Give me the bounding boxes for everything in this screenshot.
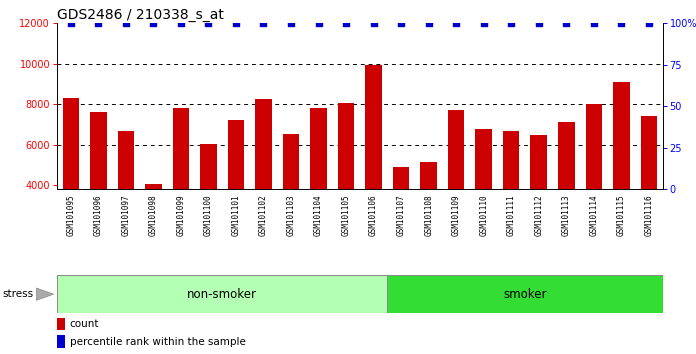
Bar bbox=[228, 120, 244, 267]
Bar bbox=[57, 318, 65, 330]
Point bbox=[230, 20, 242, 26]
Point bbox=[395, 20, 406, 26]
Text: GSM101115: GSM101115 bbox=[617, 194, 626, 236]
Bar bbox=[558, 122, 574, 267]
Text: GSM101099: GSM101099 bbox=[176, 194, 185, 236]
Text: percentile rank within the sample: percentile rank within the sample bbox=[70, 337, 246, 347]
Bar bbox=[57, 275, 388, 313]
Point bbox=[148, 20, 159, 26]
Text: GSM101116: GSM101116 bbox=[644, 194, 654, 236]
Point bbox=[65, 20, 77, 26]
Text: GSM101097: GSM101097 bbox=[121, 194, 130, 236]
Bar bbox=[448, 110, 464, 267]
Text: GSM101098: GSM101098 bbox=[149, 194, 158, 236]
Bar bbox=[310, 108, 327, 267]
Bar bbox=[118, 131, 134, 267]
Point bbox=[120, 20, 132, 26]
Point bbox=[423, 20, 434, 26]
Bar bbox=[475, 129, 492, 267]
Bar bbox=[200, 144, 216, 267]
Point bbox=[340, 20, 351, 26]
Point bbox=[533, 20, 544, 26]
Text: GSM101112: GSM101112 bbox=[535, 194, 544, 236]
Text: GSM101105: GSM101105 bbox=[342, 194, 351, 236]
Point bbox=[616, 20, 627, 26]
Text: GSM101104: GSM101104 bbox=[314, 194, 323, 236]
Text: non-smoker: non-smoker bbox=[187, 288, 258, 301]
Text: GDS2486 / 210338_s_at: GDS2486 / 210338_s_at bbox=[57, 8, 224, 22]
Text: smoker: smoker bbox=[503, 288, 547, 301]
Text: GSM101108: GSM101108 bbox=[424, 194, 433, 236]
Bar bbox=[530, 135, 547, 267]
Bar bbox=[640, 116, 657, 267]
Bar bbox=[420, 162, 437, 267]
Point bbox=[561, 20, 572, 26]
Text: GSM101096: GSM101096 bbox=[94, 194, 103, 236]
Point bbox=[313, 20, 324, 26]
Bar bbox=[393, 167, 409, 267]
Point bbox=[478, 20, 489, 26]
Bar bbox=[145, 184, 161, 267]
Text: GSM101113: GSM101113 bbox=[562, 194, 571, 236]
Text: GSM101110: GSM101110 bbox=[479, 194, 488, 236]
Point bbox=[203, 20, 214, 26]
Bar bbox=[365, 65, 382, 267]
Bar bbox=[63, 98, 79, 267]
Point bbox=[643, 20, 654, 26]
Text: GSM101095: GSM101095 bbox=[66, 194, 75, 236]
Bar bbox=[173, 108, 189, 267]
Text: GSM101107: GSM101107 bbox=[397, 194, 406, 236]
Bar bbox=[503, 131, 519, 267]
Text: stress: stress bbox=[2, 289, 33, 299]
Point bbox=[175, 20, 187, 26]
Point bbox=[285, 20, 296, 26]
Text: GSM101100: GSM101100 bbox=[204, 194, 213, 236]
Point bbox=[258, 20, 269, 26]
Text: GSM101101: GSM101101 bbox=[232, 194, 241, 236]
Bar bbox=[283, 133, 299, 267]
Text: count: count bbox=[70, 319, 100, 329]
Bar bbox=[255, 99, 271, 267]
Polygon shape bbox=[36, 288, 54, 300]
Point bbox=[368, 20, 379, 26]
Bar bbox=[388, 275, 663, 313]
Bar bbox=[57, 335, 65, 348]
Point bbox=[588, 20, 599, 26]
Text: GSM101111: GSM101111 bbox=[507, 194, 516, 236]
Bar bbox=[585, 104, 602, 267]
Text: GSM101109: GSM101109 bbox=[452, 194, 461, 236]
Text: GSM101114: GSM101114 bbox=[590, 194, 599, 236]
Bar bbox=[613, 82, 630, 267]
Bar bbox=[338, 103, 354, 267]
Bar bbox=[90, 112, 106, 267]
Point bbox=[505, 20, 516, 26]
Point bbox=[450, 20, 461, 26]
Text: GSM101103: GSM101103 bbox=[287, 194, 296, 236]
Point bbox=[93, 20, 104, 26]
Text: GSM101106: GSM101106 bbox=[369, 194, 378, 236]
Text: GSM101102: GSM101102 bbox=[259, 194, 268, 236]
